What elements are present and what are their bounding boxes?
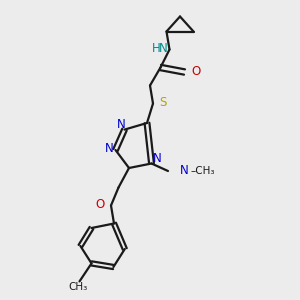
Text: CH₃: CH₃ [68,282,88,292]
Text: N: N [104,142,113,155]
Text: N: N [159,42,168,55]
Text: –CH₃: –CH₃ [190,166,215,176]
Text: O: O [191,64,200,78]
Text: O: O [95,198,104,211]
Text: N: N [116,118,125,131]
Text: S: S [159,96,166,109]
Text: H: H [152,42,161,55]
Text: N: N [152,152,161,166]
Text: N: N [179,164,188,178]
